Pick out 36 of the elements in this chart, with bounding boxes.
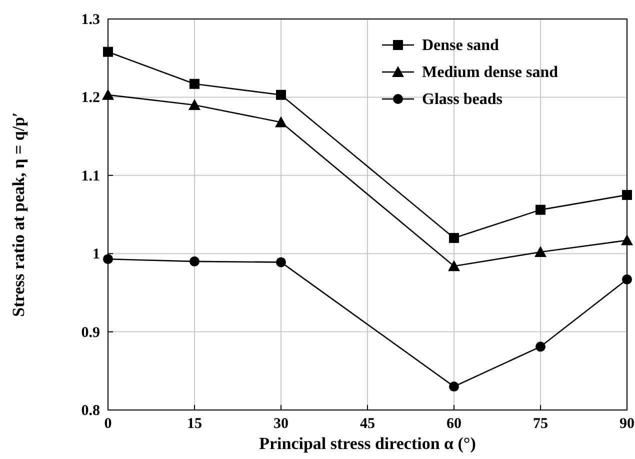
point [275,116,287,128]
point [276,257,286,268]
x-tick-label: 15 [187,416,202,432]
x-tick-label: 45 [360,416,375,432]
y-axis-title: Stress ratio at peak, η = q/p′ [9,112,28,317]
y-tick-label: 0.9 [81,324,100,341]
point [103,46,113,57]
x-tick-label: 90 [620,416,634,432]
y-tick-label: 0.8 [81,403,100,419]
point [276,90,286,100]
point [102,88,114,100]
legend-label: Medium dense sand [422,64,558,81]
point [534,246,546,258]
x-tick-label: 0 [104,416,112,432]
point [190,78,200,89]
y-tick-label: 1.1 [81,168,100,184]
y-tick-label: 1.3 [81,12,100,28]
y-tick-label: 1 [92,246,100,263]
point [622,190,632,200]
point [448,260,460,272]
point [536,342,546,352]
x-tick-label: 30 [274,416,288,432]
legend-label: Glass beads [422,91,502,108]
y-tick-label: 1.2 [81,90,100,106]
point [103,254,113,264]
legend-label: Dense sand [422,37,500,54]
point [621,234,633,246]
x-axis-title: Principal stress direction α (°) [259,434,476,453]
point [536,204,546,215]
point [622,274,632,284]
x-tick-label: 60 [446,416,462,432]
point [449,232,459,243]
point [188,99,200,110]
point [449,382,459,392]
point [190,256,200,266]
x-tick-label: 75 [533,416,548,432]
